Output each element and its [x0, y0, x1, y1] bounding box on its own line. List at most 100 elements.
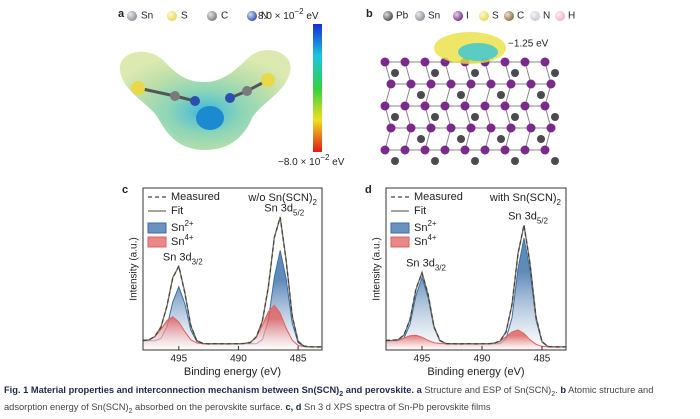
atom [520, 145, 530, 155]
atom [400, 57, 410, 67]
figure: a Sn S C N8.0 × 10−2 eV−8.0 × 10−2 eVb Pb Sn I S… [118, 7, 575, 378]
x-axis-label: Binding energy (eV) [427, 366, 524, 378]
legend-swatch [147, 236, 167, 248]
atom [460, 101, 470, 111]
caption-text: Sn 3 d XPS spectra of Sn-Pb perovskite f… [301, 402, 491, 413]
area [386, 238, 566, 350]
atom [480, 145, 490, 155]
caption-text: Structure and ESP of Sn(SCN) [421, 385, 552, 395]
atom [417, 135, 425, 143]
panel-label: b [366, 8, 373, 20]
legend-shine [207, 11, 217, 21]
legend-label-part: 2+ [427, 219, 436, 228]
caption-text: c, d [285, 402, 302, 413]
atom [526, 123, 536, 133]
legend-label: Pb [396, 11, 409, 22]
peak-label-part: 3/2 [435, 263, 447, 272]
caption-text: 2 [551, 390, 556, 398]
peak-label-part: Sn 3d [406, 257, 435, 269]
atom [506, 79, 516, 89]
line [385, 224, 567, 348]
area [386, 329, 566, 350]
caption-text: a [413, 385, 422, 395]
atom [506, 123, 516, 133]
atom [471, 69, 479, 77]
atom [511, 69, 519, 77]
legend-label: C [517, 11, 524, 22]
atom [540, 101, 550, 111]
legend-swatch [390, 236, 410, 248]
atom [420, 145, 430, 155]
x-tick-label: 495 [414, 354, 431, 365]
y-axis-label: Intensity (a.u.) [372, 237, 383, 300]
legend-label: Sn2+ [171, 219, 194, 234]
atom [440, 101, 450, 111]
atom [537, 91, 545, 99]
atom [480, 101, 490, 111]
legend-label-part: Sn [414, 236, 427, 248]
x-tick-label: 490 [230, 354, 247, 365]
atom [486, 79, 496, 89]
caption-text: 2 [128, 408, 133, 416]
atom [417, 91, 425, 99]
atom [391, 157, 399, 165]
atom [446, 79, 456, 89]
caption-text: b [560, 385, 567, 395]
legend-label: I [466, 11, 469, 22]
annotation-part: 2 [557, 198, 562, 207]
atom [406, 123, 416, 133]
legend-label: Fit [414, 205, 426, 217]
legend-label-part: Measured [414, 191, 463, 203]
atom [431, 69, 439, 77]
caption-text: 2 [339, 390, 344, 398]
legend-shine [247, 11, 257, 21]
legend-shine [415, 11, 425, 21]
line [142, 216, 323, 348]
peak-label-part: 5/2 [293, 208, 305, 217]
legend-shine [530, 11, 540, 21]
atom [431, 113, 439, 121]
legend-label-part: Sn [171, 222, 184, 234]
x-tick-label: 490 [474, 354, 491, 365]
peak-label: Sn 3d3/2 [163, 251, 203, 266]
legend-label-part: Measured [171, 191, 220, 203]
atom [551, 69, 559, 77]
atom [500, 145, 510, 155]
legend-label: Sn2+ [414, 219, 437, 234]
legend-shine [555, 11, 565, 21]
legend-label: Sn4+ [171, 233, 194, 248]
legend-label-part: Fit [171, 205, 183, 217]
peak-label: Sn 3d3/2 [406, 257, 446, 272]
atom [406, 79, 416, 89]
atom [546, 123, 556, 133]
panel-label: d [365, 184, 372, 196]
legend-label: S [492, 11, 499, 22]
legend-label-part: 4+ [184, 233, 193, 242]
atom [391, 113, 399, 121]
legend-label: C [221, 11, 228, 22]
atom [386, 123, 396, 133]
legend-label: H [568, 11, 575, 22]
legend-swatch [147, 222, 167, 234]
legend-label: Measured [171, 191, 220, 203]
plot-frame [142, 187, 323, 351]
annotation: with Sn(SCN)2 [489, 192, 562, 207]
annotation-part: 2 [313, 198, 318, 207]
colorbar-min-label-part: −8.0 × 10 [278, 157, 321, 168]
atom [526, 79, 536, 89]
atom [391, 69, 399, 77]
atom [486, 123, 496, 133]
colorbar-max-label-part: −2 [294, 7, 304, 16]
legend-shine [504, 11, 514, 21]
x-tick-label: 485 [290, 354, 307, 365]
atom [546, 79, 556, 89]
peak-label-part: 3/2 [192, 257, 204, 266]
legend-label: Fit [171, 205, 183, 217]
atom [420, 101, 430, 111]
peak-label: Sn 3d5/2 [264, 203, 304, 218]
legend-label: N [261, 11, 268, 22]
atom [511, 157, 519, 165]
legend-label: Measured [414, 191, 463, 203]
legend-shine [383, 11, 393, 21]
annotation-part: with Sn(SCN) [489, 192, 557, 204]
